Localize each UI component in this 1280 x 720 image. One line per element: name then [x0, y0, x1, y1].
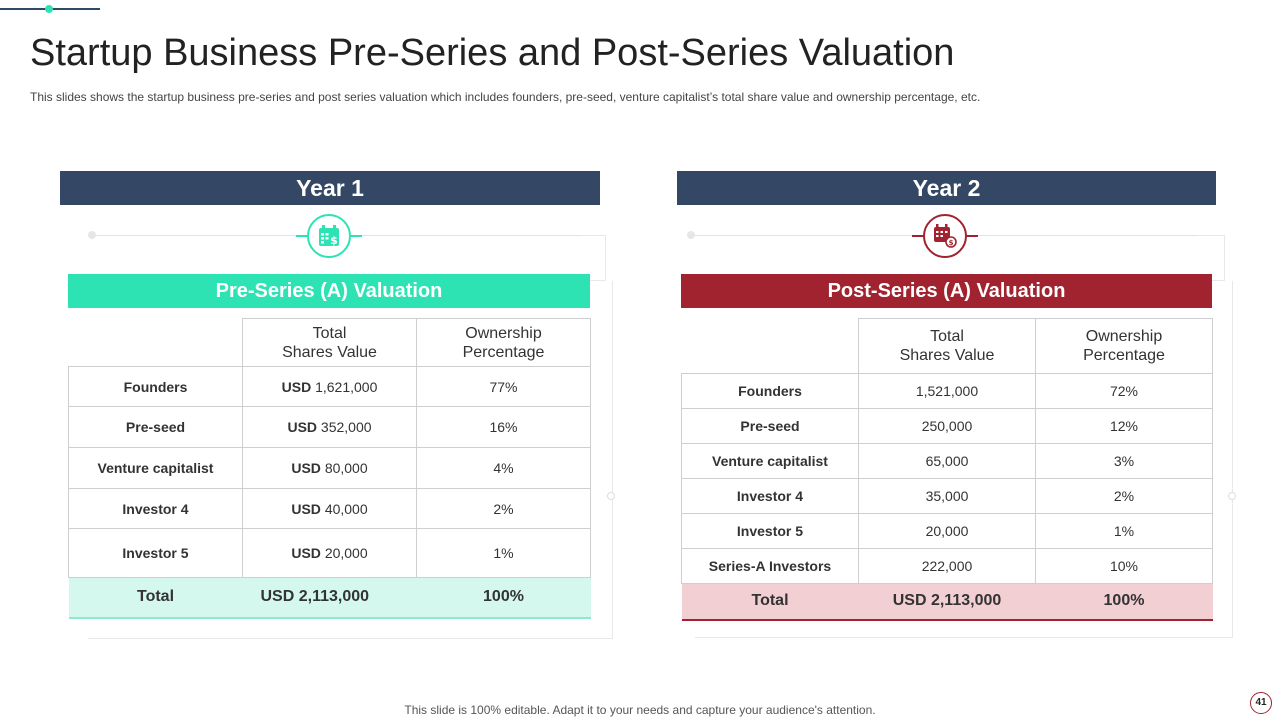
shares-value: 1,521,000 [858, 373, 1036, 409]
row-label: Investor 5 [681, 513, 859, 549]
shares-value: USD 40,000 [242, 488, 417, 529]
total-value: USD 2,113,000 [858, 583, 1036, 621]
year-1-panel: Year 1 $ Pre-Series (A) Valuation Total S… [60, 171, 615, 639]
row-label: Pre-seed [68, 406, 243, 448]
pre-series-valuation-header: Pre-Series (A) Valuation [68, 274, 590, 308]
shares-value: USD 1,621,000 [242, 366, 417, 407]
table-row: Founders USD 1,621,000 77% [68, 366, 591, 407]
ownership-pct: 2% [416, 488, 591, 529]
decorative-frame [88, 281, 613, 639]
row-label: Founders [681, 373, 859, 409]
ownership-pct: 72% [1035, 373, 1213, 409]
svg-text:$: $ [949, 239, 954, 247]
shares-value: USD 20,000 [242, 528, 417, 578]
table-header-row: Total Shares Value Ownership Percentage [68, 318, 591, 367]
ownership-pct: 16% [416, 406, 591, 448]
shares-value: USD 352,000 [242, 406, 417, 448]
connector-dot [687, 231, 695, 239]
page-number: 41 [1250, 692, 1272, 714]
year-2-header: Year 2 [677, 171, 1216, 205]
empty-corner-cell [681, 318, 859, 374]
table-row: Investor 5 USD 20,000 1% [68, 528, 591, 578]
ownership-pct: 1% [416, 528, 591, 578]
row-label: Founders [68, 366, 243, 407]
connector-dot [88, 231, 96, 239]
shares-value: 222,000 [858, 548, 1036, 584]
shares-value: USD 80,000 [242, 447, 417, 489]
total-label: Total [681, 583, 859, 621]
row-label: Pre-seed [681, 408, 859, 444]
table-row: Venture capitalist 65,000 3% [681, 443, 1213, 479]
icon-connector [912, 235, 924, 237]
slide-title: Startup Business Pre-Series and Post-Ser… [30, 32, 955, 74]
row-label: Investor 4 [68, 488, 243, 529]
top-accent-dot [45, 5, 53, 13]
table-row: Investor 4 35,000 2% [681, 478, 1213, 514]
row-label: Investor 5 [68, 528, 243, 578]
table-row: Series-A Investors 222,000 10% [681, 548, 1213, 584]
decorative-dot [607, 492, 615, 500]
year-1-header: Year 1 [60, 171, 600, 205]
slide-subtitle: This slides shows the startup business p… [30, 90, 981, 104]
post-series-valuation-header: Post-Series (A) Valuation [681, 274, 1212, 308]
row-label: Venture capitalist [681, 443, 859, 479]
row-label: Venture capitalist [68, 447, 243, 489]
post-series-valuation-table: Total Shares Value Ownership Percentage Fo… [681, 318, 1213, 621]
column-header-ownership: Ownership Percentage [416, 318, 591, 367]
table-row: Founders 1,521,000 72% [681, 373, 1213, 409]
decorative-frame [580, 235, 606, 281]
shares-value: 250,000 [858, 408, 1036, 444]
table-row: Investor 4 USD 40,000 2% [68, 488, 591, 529]
table-row: Pre-seed USD 352,000 16% [68, 406, 591, 448]
shares-value: 65,000 [858, 443, 1036, 479]
table-row: Venture capitalist USD 80,000 4% [68, 447, 591, 489]
column-header-total-shares: Total Shares Value [242, 318, 417, 367]
empty-corner-cell [68, 318, 243, 367]
total-pct: 100% [416, 577, 591, 619]
icon-connector [296, 235, 308, 237]
total-row: Total USD 2,113,000 100% [681, 583, 1213, 621]
total-label: Total [68, 577, 243, 619]
total-pct: 100% [1035, 583, 1213, 621]
ownership-pct: 3% [1035, 443, 1213, 479]
row-label: Series-A Investors [681, 548, 859, 584]
svg-text:$: $ [330, 234, 338, 247]
ownership-pct: 4% [416, 447, 591, 489]
calendar-money-icon: $ [923, 214, 967, 258]
table-row: Pre-seed 250,000 12% [681, 408, 1213, 444]
decorative-frame [695, 281, 1233, 638]
shares-value: 20,000 [858, 513, 1036, 549]
icon-connector [350, 235, 362, 237]
ownership-pct: 1% [1035, 513, 1213, 549]
footer-note: This slide is 100% editable. Adapt it to… [404, 703, 876, 717]
icon-connector [966, 235, 978, 237]
calendar-dollar-icon: $ [307, 214, 351, 258]
ownership-pct: 77% [416, 366, 591, 407]
decorative-dot [1228, 492, 1236, 500]
shares-value: 35,000 [858, 478, 1036, 514]
year-2-panel: Year 2 $ Post-Series (A) Valuation Total… [677, 171, 1236, 638]
ownership-pct: 2% [1035, 478, 1213, 514]
pre-series-valuation-table: Total Shares Value Ownership Percentage Fo… [68, 318, 591, 619]
ownership-pct: 12% [1035, 408, 1213, 444]
total-value: USD 2,113,000 [242, 577, 417, 619]
column-header-total-shares: Total Shares Value [858, 318, 1036, 374]
column-header-ownership: Ownership Percentage [1035, 318, 1213, 374]
total-row: Total USD 2,113,000 100% [68, 577, 591, 619]
ownership-pct: 10% [1035, 548, 1213, 584]
table-header-row: Total Shares Value Ownership Percentage [681, 318, 1213, 374]
row-label: Investor 4 [681, 478, 859, 514]
table-row: Investor 5 20,000 1% [681, 513, 1213, 549]
